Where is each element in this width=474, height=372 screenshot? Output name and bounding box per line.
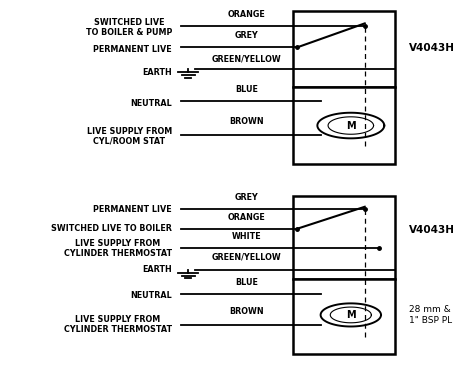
Text: EARTH: EARTH	[142, 265, 172, 274]
Text: GREY: GREY	[235, 193, 258, 202]
Bar	[293, 196, 395, 279]
Text: M: M	[346, 310, 356, 320]
Text: 28 mm &
1" BSP PL: 28 mm & 1" BSP PL	[409, 305, 452, 325]
Text: GREEN/YELLOW: GREEN/YELLOW	[211, 253, 281, 262]
Bar	[293, 279, 395, 354]
Text: LIVE SUPPLY FROM
CYL/ROOM STAT: LIVE SUPPLY FROM CYL/ROOM STAT	[87, 126, 172, 146]
Text: M: M	[346, 121, 356, 131]
Text: ORANGE: ORANGE	[228, 212, 265, 222]
Text: LIVE SUPPLY FROM
CYLINDER THERMOSTAT: LIVE SUPPLY FROM CYLINDER THERMOSTAT	[64, 315, 172, 334]
Text: LIVE SUPPLY FROM
CYLINDER THERMOSTAT: LIVE SUPPLY FROM CYLINDER THERMOSTAT	[64, 238, 172, 258]
Text: ORANGE: ORANGE	[228, 10, 265, 19]
Text: SWITCHED LIVE
TO BOILER & PUMP: SWITCHED LIVE TO BOILER & PUMP	[86, 18, 172, 38]
Text: EARTH: EARTH	[142, 68, 172, 77]
Text: SWITCHED LIVE TO BOILER: SWITCHED LIVE TO BOILER	[51, 224, 172, 233]
Bar	[293, 11, 395, 87]
Text: BLUE: BLUE	[235, 86, 258, 94]
Text: NEUTRAL: NEUTRAL	[130, 291, 172, 300]
Text: PERMANENT LIVE: PERMANENT LIVE	[93, 205, 172, 214]
Text: PERMANENT LIVE: PERMANENT LIVE	[93, 45, 172, 54]
Text: GREY: GREY	[235, 31, 258, 40]
Text: WHITE: WHITE	[231, 232, 261, 241]
Text: BROWN: BROWN	[229, 307, 264, 316]
Text: BROWN: BROWN	[229, 118, 264, 126]
Text: NEUTRAL: NEUTRAL	[130, 99, 172, 108]
Text: BLUE: BLUE	[235, 278, 258, 287]
Text: V4043H: V4043H	[409, 43, 455, 53]
Bar	[293, 87, 395, 164]
Text: GREEN/YELLOW: GREEN/YELLOW	[211, 54, 281, 63]
Text: V4043H: V4043H	[409, 225, 455, 235]
